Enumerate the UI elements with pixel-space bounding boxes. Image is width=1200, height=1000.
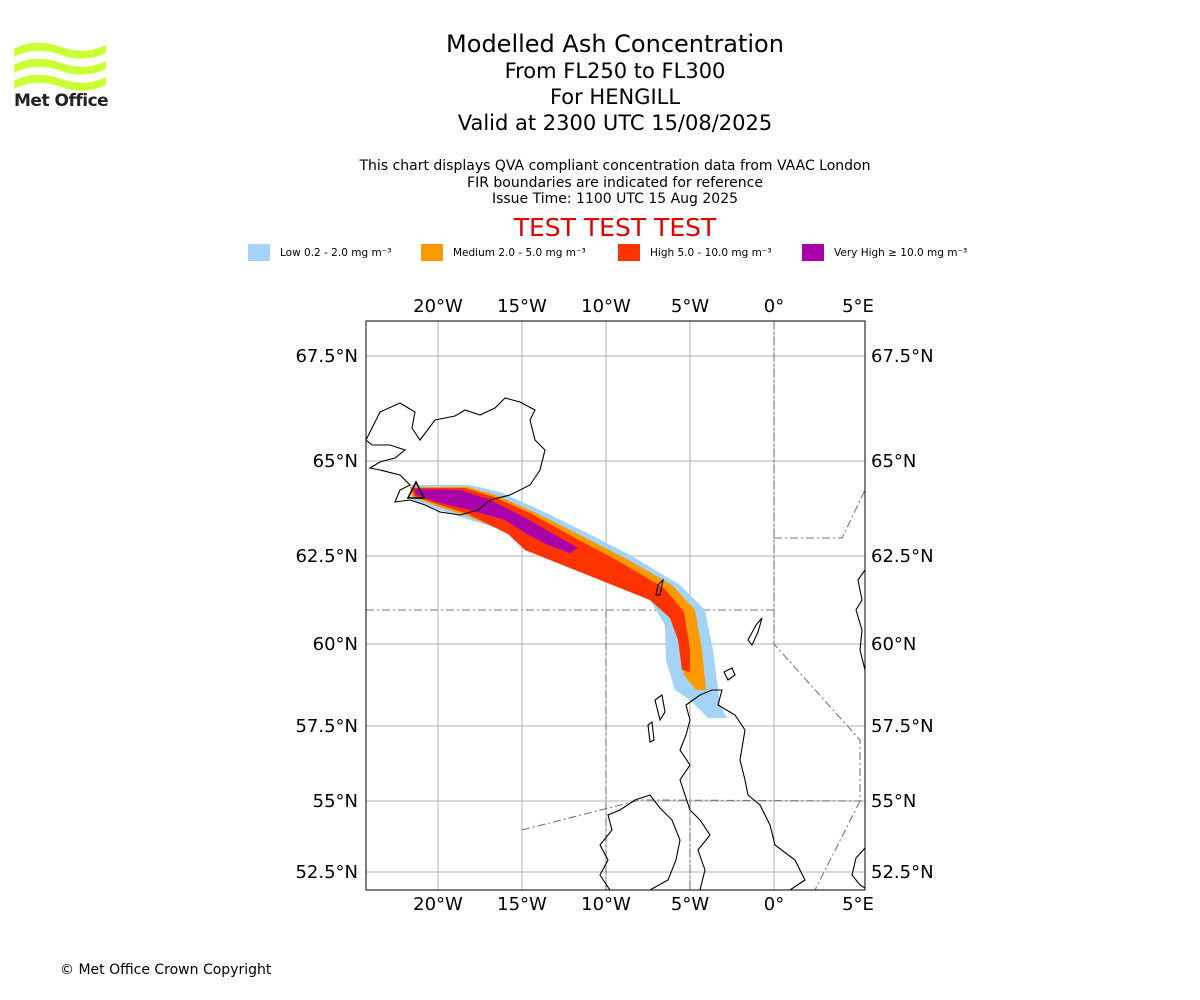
- lon-label-bottom: 5°E: [842, 894, 874, 915]
- lat-label-right: 65°N: [871, 451, 916, 472]
- legend-label-medium: Medium 2.0 - 5.0 mg m⁻³: [453, 246, 586, 259]
- legend-swatch-low: [248, 244, 270, 261]
- ash-very-high: [414, 489, 578, 553]
- lon-label-bottom: 10°W: [581, 894, 631, 915]
- lon-label-bottom: 15°W: [497, 894, 547, 915]
- lat-label-left: 67.5°N: [295, 346, 358, 367]
- lon-label-top: 5°W: [671, 296, 709, 317]
- title-line-2: From FL250 to FL300: [504, 59, 726, 83]
- lat-label-left: 55°N: [313, 791, 358, 812]
- title-line-3: For HENGILL: [549, 85, 681, 109]
- logo-text: Met Office: [14, 91, 109, 111]
- legend-item-very-high: Very High ≥ 10.0 mg m⁻³: [802, 244, 967, 261]
- lat-label-right: 57.5°N: [871, 716, 934, 737]
- legend-label-low: Low 0.2 - 2.0 mg m⁻³: [280, 246, 392, 259]
- legend-label-high: High 5.0 - 10.0 mg m⁻³: [650, 246, 772, 259]
- ash-high: [412, 488, 690, 672]
- lon-label-top: 5°E: [842, 296, 874, 317]
- legend-swatch-medium: [421, 244, 443, 261]
- legend-label-very-high: Very High ≥ 10.0 mg m⁻³: [834, 246, 968, 259]
- legend-item-high: High 5.0 - 10.0 mg m⁻³: [618, 244, 772, 261]
- lat-label-left: 62.5°N: [295, 546, 358, 567]
- title-line-4: Valid at 2300 UTC 15/08/2025: [457, 111, 773, 135]
- legend-swatch-very-high: [802, 244, 824, 261]
- lat-label-left: 52.5°N: [295, 862, 358, 883]
- lat-label-right: 60°N: [871, 634, 916, 655]
- lat-label-right: 62.5°N: [871, 546, 934, 567]
- legend: Low 0.2 - 2.0 mg m⁻³ Medium 2.0 - 5.0 mg…: [0, 244, 1200, 264]
- lon-label-top: 10°W: [581, 296, 631, 317]
- met-office-logo: [14, 42, 106, 91]
- lon-label-top: 15°W: [497, 296, 547, 317]
- subtitle-line-3: Issue Time: 1100 UTC 15 Aug 2025: [491, 191, 739, 207]
- lat-label-left: 60°N: [313, 634, 358, 655]
- lon-label-bottom: 5°W: [671, 894, 709, 915]
- subtitle-line-1: This chart displays QVA compliant concen…: [359, 158, 871, 174]
- legend-item-low: Low 0.2 - 2.0 mg m⁻³: [248, 244, 391, 261]
- lon-label-top: 0°: [764, 296, 784, 317]
- map-gridlines: [366, 321, 865, 890]
- map-frame: [365, 320, 866, 891]
- lat-label-right: 55°N: [871, 791, 916, 812]
- test-banner: TEST TEST TEST: [513, 213, 717, 242]
- copyright: © Met Office Crown Copyright: [60, 962, 272, 978]
- lat-label-left: 57.5°N: [295, 716, 358, 737]
- lon-label-bottom: 0°: [764, 894, 784, 915]
- lat-label-right: 52.5°N: [871, 862, 934, 883]
- coastlines: [366, 397, 865, 890]
- chart-title: Modelled Ash Concentration From FL250 to…: [365, 30, 865, 136]
- lon-labels-top: 20°W 15°W 10°W 5°W 0° 5°E: [413, 296, 874, 317]
- chart-subtitle: This chart displays QVA compliant concen…: [315, 158, 915, 208]
- volcano-marker: [406, 480, 426, 499]
- lat-labels-left: 67.5°N 65°N 62.5°N 60°N 57.5°N 55°N 52.5…: [295, 346, 358, 883]
- lat-label-right: 67.5°N: [871, 346, 934, 367]
- fir-boundaries: [366, 321, 865, 890]
- lon-label-bottom: 20°W: [413, 894, 463, 915]
- title-line-1: Modelled Ash Concentration: [446, 30, 784, 58]
- legend-item-medium: Medium 2.0 - 5.0 mg m⁻³: [421, 244, 586, 261]
- lon-labels-bottom: 20°W 15°W 10°W 5°W 0° 5°E: [413, 894, 874, 915]
- legend-swatch-high: [618, 244, 640, 261]
- lat-label-left: 65°N: [313, 451, 358, 472]
- lon-label-top: 20°W: [413, 296, 463, 317]
- lat-labels-right: 67.5°N 65°N 62.5°N 60°N 57.5°N 55°N 52.5…: [871, 346, 934, 883]
- ash-plume: [410, 485, 727, 718]
- subtitle-line-2: FIR boundaries are indicated for referen…: [467, 174, 763, 191]
